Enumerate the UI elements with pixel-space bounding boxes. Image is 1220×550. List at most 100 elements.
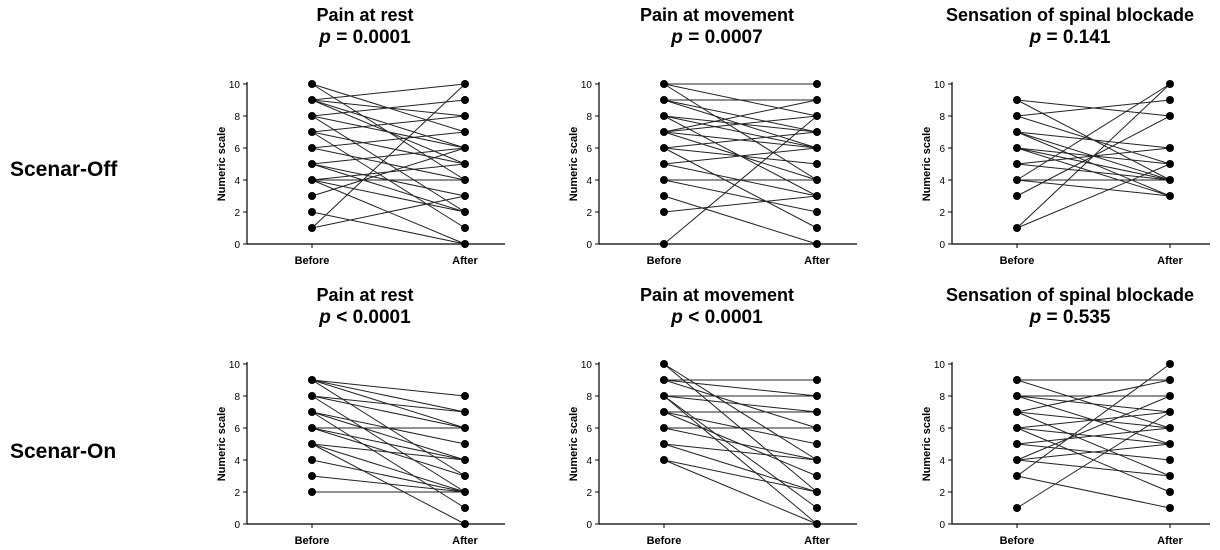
y-axis-label: Numeric scale [921, 127, 933, 202]
point-after [461, 144, 469, 152]
point-before [1013, 192, 1021, 200]
point-after [813, 80, 821, 88]
point-before [308, 224, 316, 232]
point-after [813, 440, 821, 448]
point-before [308, 80, 316, 88]
y-tick-label: 6 [586, 144, 592, 155]
p-operator: < [336, 307, 348, 328]
y-tick-label: 6 [234, 144, 240, 155]
p-operator: = [336, 27, 348, 48]
point-before [308, 112, 316, 120]
y-axis-label: Numeric scale [568, 407, 580, 482]
point-before [308, 488, 316, 496]
point-after [461, 80, 469, 88]
point-after [1166, 192, 1174, 200]
point-before [308, 160, 316, 168]
pair-line [311, 411, 466, 509]
point-before [1013, 392, 1021, 400]
pair-line [1016, 411, 1171, 477]
pair-line [311, 83, 466, 229]
y-tick-label: 0 [586, 520, 592, 531]
p-number: 0.535 [1062, 307, 1111, 328]
point-after [461, 112, 469, 120]
pair-line [1016, 99, 1171, 117]
pair-line [663, 115, 818, 149]
y-tick-label: 0 [939, 240, 945, 251]
chart-title: Pain at movement [639, 5, 795, 25]
pair-line [663, 131, 818, 149]
point-after [813, 160, 821, 168]
point-after [1166, 112, 1174, 120]
pair-line [311, 379, 466, 413]
point-before [660, 192, 668, 200]
pair-line [311, 131, 466, 165]
point-after [461, 520, 469, 528]
point-before [308, 376, 316, 384]
y-tick-label: 0 [939, 520, 945, 531]
y-tick-label: 2 [234, 208, 240, 219]
pair-line [663, 147, 818, 165]
y-tick-label: 10 [934, 360, 946, 371]
point-before [660, 160, 668, 168]
point-after [1166, 456, 1174, 464]
y-tick-label: 6 [234, 424, 240, 435]
point-after [813, 192, 821, 200]
pair-line [1016, 131, 1171, 149]
point-after [813, 112, 821, 120]
point-after [461, 208, 469, 216]
pair-line [663, 195, 818, 213]
y-tick-label: 2 [586, 208, 592, 219]
pair-line [311, 443, 466, 461]
pair-line [311, 83, 466, 101]
point-before [1013, 376, 1021, 384]
pair-line [311, 443, 466, 493]
pair-line [311, 99, 466, 117]
p-symbol: p [671, 27, 683, 48]
point-after [1166, 176, 1174, 184]
pair-line [663, 459, 818, 493]
point-before [660, 144, 668, 152]
x-tick-label-after: After [452, 535, 478, 547]
x-tick-label-before: Before [295, 535, 330, 547]
y-tick-label: 10 [934, 80, 946, 91]
point-after [461, 128, 469, 136]
y-tick-label: 0 [234, 520, 240, 531]
y-tick-label: 0 [586, 240, 592, 251]
y-tick-label: 10 [229, 360, 241, 371]
point-after [813, 488, 821, 496]
y-tick-label: 4 [939, 176, 945, 187]
panel-on-spinal-blockade: Sensation of spinal blockade p = 0.535 0 2 4… [920, 280, 1220, 550]
y-tick-label: 8 [939, 112, 945, 123]
y-axis-label: Numeric scale [568, 127, 580, 202]
point-after [1166, 360, 1174, 368]
pair-line [311, 179, 466, 213]
point-before [1013, 472, 1021, 480]
pair-line [311, 211, 466, 245]
panel-off-spinal-blockade: Sensation of spinal blockade p = 0.141 0 2 4… [920, 0, 1220, 270]
p-number: 0.0001 [352, 27, 411, 48]
pair-line [1016, 459, 1171, 477]
chart-svg: 0 2 4 6 8 10 Before After Numeric scale [921, 80, 1210, 267]
chart-svg: 0 2 4 6 8 10 Before After Numeric scale [568, 360, 857, 547]
point-after [1166, 376, 1174, 384]
point-after [1166, 440, 1174, 448]
point-after [813, 144, 821, 152]
pair-line [311, 163, 466, 213]
point-before [308, 392, 316, 400]
point-after [461, 176, 469, 184]
pair-line [311, 379, 466, 397]
chart-svg: 0 2 4 6 8 10 Before After Numeric scale [568, 80, 857, 267]
y-tick-label: 4 [234, 456, 240, 467]
point-after [813, 224, 821, 232]
y-tick-label: 10 [229, 80, 241, 91]
point-after [1166, 504, 1174, 512]
p-value-label: p < 0.0001 [215, 307, 515, 329]
point-after [813, 504, 821, 512]
y-tick-label: 8 [939, 392, 945, 403]
x-tick-label-before: Before [647, 535, 682, 547]
chart-title: Pain at movement [639, 285, 795, 305]
point-before [1013, 96, 1021, 104]
point-after [813, 456, 821, 464]
point-before [308, 144, 316, 152]
x-tick-label-after: After [452, 255, 478, 267]
